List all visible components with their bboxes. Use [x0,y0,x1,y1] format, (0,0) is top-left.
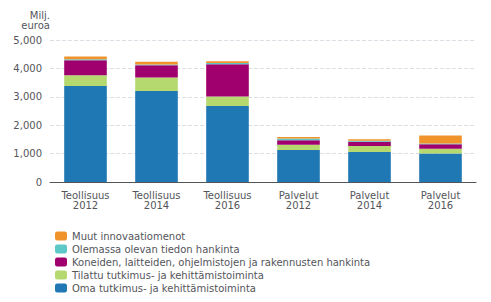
svg-text:2014: 2014 [357,200,382,211]
svg-text:Teollisuus: Teollisuus [203,189,252,201]
svg-text:3,000: 3,000 [13,91,42,102]
svg-text:Palvelut: Palvelut [278,189,319,201]
svg-text:Palvelut: Palvelut [420,189,461,201]
svg-text:Koneiden, laitteiden, ohjelmis: Koneiden, laitteiden, ohjelmistojen ja r… [72,257,370,268]
svg-text:Muut innovaatiomenot: Muut innovaatiomenot [72,231,185,242]
svg-text:Olemassa olevan tiedon hankint: Olemassa olevan tiedon hankinta [72,244,240,255]
svg-text:Milj.: Milj. [29,9,50,21]
svg-text:Teollisuus: Teollisuus [61,189,110,201]
svg-text:2012: 2012 [73,200,98,211]
svg-text:2014: 2014 [144,200,169,211]
svg-text:1,000: 1,000 [13,148,42,159]
svg-text:0: 0 [36,177,42,188]
svg-text:2012: 2012 [286,200,311,211]
svg-text:2016: 2016 [215,200,240,211]
svg-text:Oma tutkimus- ja kehittämistoi: Oma tutkimus- ja kehittämistoiminta [72,283,256,294]
svg-text:euroa: euroa [21,20,50,31]
svg-text:Tilattu tutkimus- ja kehittämi: Tilattu tutkimus- ja kehittämistoiminta [71,270,264,281]
svg-text:Palvelut: Palvelut [349,189,390,201]
svg-text:4,000: 4,000 [13,63,42,74]
svg-text:Teollisuus: Teollisuus [132,189,181,201]
svg-text:5,000: 5,000 [13,35,42,46]
svg-text:2,000: 2,000 [13,120,42,131]
svg-text:2016: 2016 [428,200,453,211]
